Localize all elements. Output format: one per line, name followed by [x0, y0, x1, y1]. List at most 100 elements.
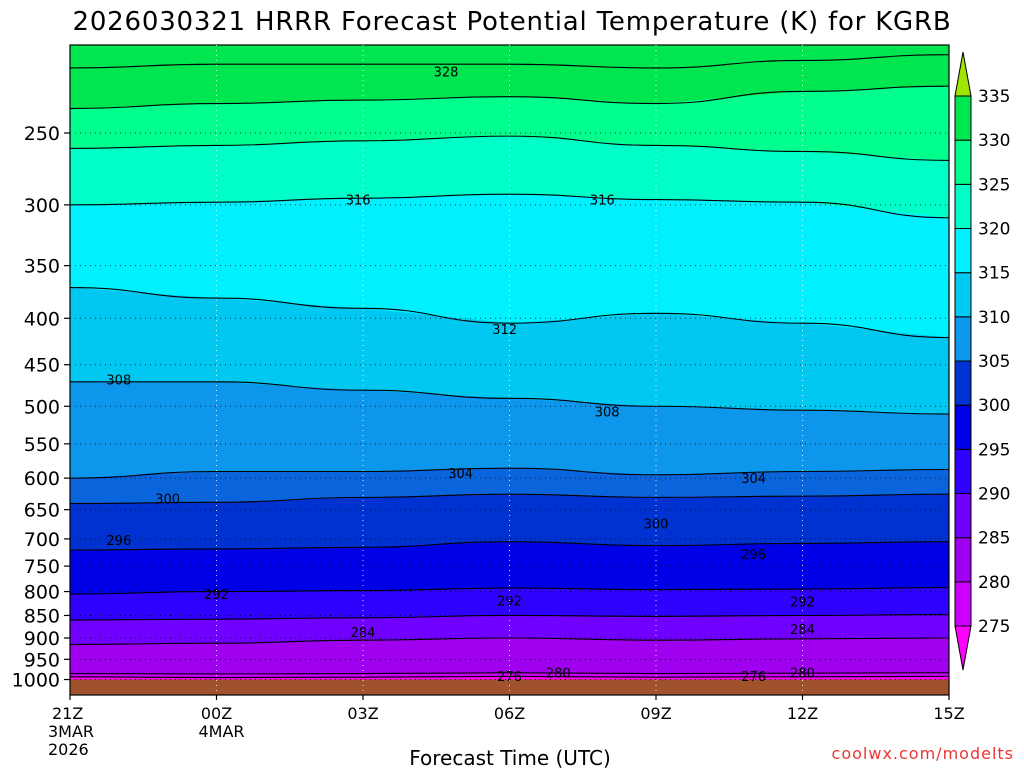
isentrope-312 — [69, 286, 950, 339]
contour-label-276: 276 — [497, 670, 522, 685]
contour-label-296: 296 — [741, 548, 766, 563]
contour-label-280: 280 — [790, 666, 815, 681]
colorbar-label-305: 305 — [978, 352, 1010, 372]
ground-fill — [70, 679, 949, 695]
colorbar-label-325: 325 — [978, 175, 1010, 195]
y-tick-label-350: 350 — [24, 256, 60, 278]
y-tick-label-650: 650 — [24, 500, 60, 522]
contour-label-292: 292 — [204, 588, 229, 603]
y-tick-label-300: 300 — [24, 195, 60, 217]
y-tick-label-500: 500 — [24, 396, 60, 418]
colorbar-seg-300 — [954, 360, 972, 406]
contour-label-308: 308 — [595, 406, 620, 421]
colorbar-seg-290 — [954, 448, 972, 495]
isentrope-304 — [69, 467, 950, 479]
x-tick-label-9-0: 06Z — [494, 704, 525, 723]
isentrope-324 — [69, 85, 950, 110]
contour-label-292: 292 — [790, 595, 815, 610]
isentrope-lines — [69, 54, 950, 679]
colorbar-label-335: 335 — [978, 87, 1010, 107]
contour-label-284: 284 — [351, 626, 376, 641]
isentrope-320 — [69, 135, 950, 161]
credit-text: coolwx.com/modelts — [832, 744, 1014, 763]
colorbar: 275 280 285 290 295 300 305 310 315 320 325 330 335 — [954, 51, 1010, 671]
y-tick-label-700: 700 — [24, 529, 60, 551]
y-tick-label-1000: 1000 — [12, 670, 60, 692]
colorbar-label-295: 295 — [978, 440, 1010, 460]
x-tick-label-6-0: 03Z — [347, 704, 378, 723]
isentrope-284 — [69, 637, 950, 646]
isentrope-308 — [70, 381, 950, 415]
colorbar-seg-310 — [954, 272, 972, 318]
contour-label-312: 312 — [492, 323, 517, 338]
y-tick-label-450: 450 — [24, 355, 60, 377]
colorbar-seg-325 — [954, 139, 972, 185]
colorbar-label-310: 310 — [978, 308, 1010, 328]
isentrope-300 — [69, 493, 950, 505]
y-tick-label-850: 850 — [24, 605, 60, 627]
isentrope-276 — [69, 675, 950, 679]
colorbar-label-290: 290 — [978, 485, 1010, 505]
isentrope-316 — [69, 193, 950, 219]
colorbar-seg-330 — [954, 95, 972, 141]
chart-title: 2026030321 HRRR Forecast Potential Tempe… — [72, 7, 951, 37]
y-tick-label-600: 600 — [24, 468, 60, 490]
colorbar-label-320: 320 — [978, 220, 1010, 240]
plot-area — [69, 44, 950, 696]
x-axis-label: Forecast Time (UTC) — [409, 746, 611, 768]
y-tick-label-800: 800 — [24, 582, 60, 604]
x-tick-label-12-0: 09Z — [640, 704, 671, 723]
y-tick-label-900: 900 — [24, 628, 60, 650]
contour-label-300: 300 — [155, 493, 180, 508]
contour-label-308: 308 — [106, 373, 131, 388]
contour-labels: 328 316 316 312 308 308 304 304 300 300 296 296 292 2… — [106, 66, 814, 685]
y-tick-label-400: 400 — [24, 308, 60, 330]
y-axis: 2503003504004505005506006507007508008509… — [12, 123, 70, 692]
contour-label-296: 296 — [106, 534, 131, 549]
colorbar-arrow-top — [954, 51, 972, 97]
x-tick-label-3-0: 00Z — [201, 704, 232, 723]
contour-label-304: 304 — [448, 467, 473, 482]
y-tick-label-950: 950 — [24, 649, 60, 671]
colorbar-seg-305 — [954, 316, 972, 362]
colorbar-seg-280 — [954, 537, 972, 583]
x-tick-label-0-1: 3MAR — [48, 722, 94, 741]
colorbar-label-280: 280 — [978, 573, 1010, 593]
isentrope-280 — [69, 672, 950, 675]
contour-label-280: 280 — [546, 666, 571, 681]
contour-label-284: 284 — [790, 623, 815, 638]
x-tick-label-3-1: 4MAR — [199, 722, 245, 741]
contour-label-304: 304 — [741, 472, 766, 487]
y-tick-label-250: 250 — [24, 123, 60, 145]
isentrope-296 — [69, 541, 950, 551]
colorbar-seg-295 — [954, 404, 972, 450]
y-tick-label-750: 750 — [24, 556, 60, 578]
colorbar-seg-275 — [954, 581, 972, 627]
contour-label-328: 328 — [434, 66, 459, 81]
colorbar-seg-320 — [954, 183, 972, 229]
x-tick-label-0-0: 21Z — [52, 704, 83, 723]
colorbar-label-300: 300 — [978, 396, 1010, 416]
x-tick-label-15-0: 12Z — [787, 704, 818, 723]
colorbar-arrow-bottom — [954, 625, 972, 671]
isentrope-328 — [69, 54, 950, 69]
contour-label-292: 292 — [497, 594, 522, 609]
colorbar-label-275: 275 — [978, 617, 1010, 637]
colorbar-label-330: 330 — [978, 131, 1010, 151]
grid-lines — [70, 45, 949, 695]
colorbar-seg-315 — [954, 228, 972, 274]
isentrope-292 — [69, 587, 950, 595]
contour-label-316: 316 — [590, 194, 615, 209]
contour-label-316: 316 — [346, 194, 371, 209]
x-tick-label-0-2: 2026 — [48, 740, 89, 759]
colorbar-label-285: 285 — [978, 529, 1010, 549]
isentrope-288 — [69, 613, 950, 621]
colorbar-label-315: 315 — [978, 264, 1010, 284]
y-tick-label-550: 550 — [24, 434, 60, 456]
contour-label-276: 276 — [741, 670, 766, 685]
x-tick-label-18-0: 15Z — [933, 704, 964, 723]
colorbar-seg-285 — [954, 493, 972, 539]
contour-label-300: 300 — [644, 517, 669, 532]
